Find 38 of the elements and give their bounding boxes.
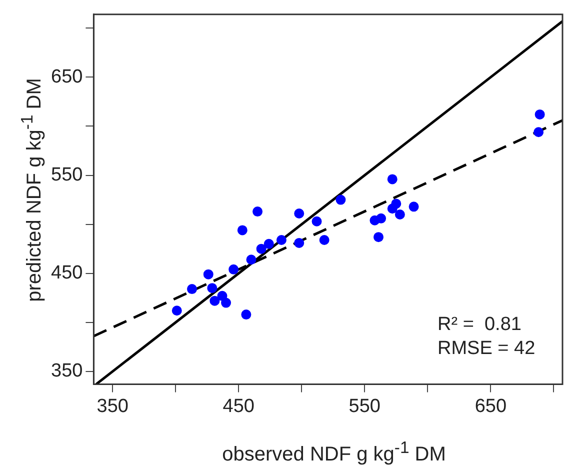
point [246,254,256,265]
point [391,198,402,209]
point [336,194,346,205]
point [294,208,304,219]
point [374,232,384,242]
y-tick-label: 650 [51,66,83,88]
point [387,174,398,184]
point [319,235,330,246]
annotation: RMSE = 42 [438,338,536,360]
point [276,235,286,246]
x-tick-label: 550 [348,396,380,417]
point [312,216,322,226]
point [376,213,386,224]
x-tick-label: 650 [474,396,507,417]
point [172,306,182,316]
point [408,202,419,212]
point [294,238,304,248]
point [228,264,239,274]
point [534,127,544,138]
point [264,238,274,249]
x-tick-label: 350 [96,396,128,417]
y-tick-label: 350 [51,360,83,382]
y-tick-label: 550 [51,164,83,186]
point [187,284,197,294]
x-tick-label: 450 [222,396,254,417]
point [237,225,248,236]
x-axis-title: observed NDF g kg$^{-1}$ DM [221,438,447,467]
point [256,244,266,254]
point [210,296,220,306]
point [221,298,232,308]
point [203,269,214,280]
annotation: R² = 0.81 [438,314,522,336]
point [207,283,218,294]
point [241,310,252,320]
point [252,206,263,217]
point [534,109,545,120]
point [394,210,405,220]
y-tick-label: 450 [51,262,83,284]
